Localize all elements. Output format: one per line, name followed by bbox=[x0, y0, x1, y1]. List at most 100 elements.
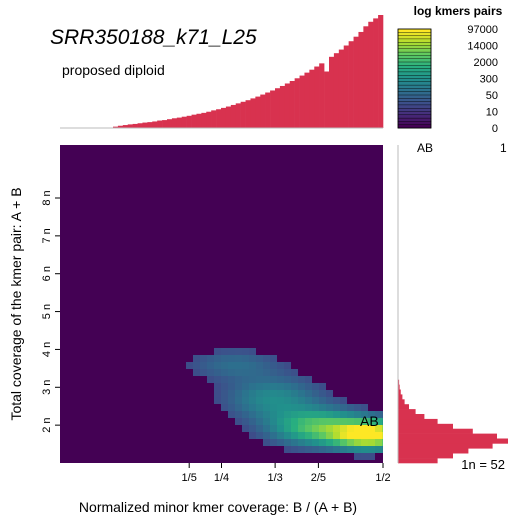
y-tick-label: 4 n bbox=[41, 342, 53, 357]
heatmap-cell bbox=[333, 439, 340, 446]
marginal-y-bar bbox=[398, 429, 473, 434]
heatmap-cell bbox=[221, 362, 228, 369]
marginal-x-bar bbox=[192, 115, 197, 128]
y-tick-label: 8 n bbox=[41, 190, 53, 205]
legend-swatch bbox=[398, 36, 431, 40]
heatmap-cell bbox=[312, 446, 319, 453]
heatmap-cell bbox=[228, 404, 235, 411]
heatmap-cell bbox=[235, 376, 242, 383]
heatmap-cell bbox=[284, 425, 291, 432]
heatmap-cell bbox=[249, 390, 256, 397]
marginal-x-bar bbox=[206, 112, 211, 128]
heatmap-cell bbox=[200, 362, 207, 369]
marginal-x-bar bbox=[157, 121, 162, 128]
legend-level-label: 97000 bbox=[467, 24, 498, 36]
heatmap-cell bbox=[228, 362, 235, 369]
heatmap-cell bbox=[270, 355, 277, 362]
heatmap-cell bbox=[256, 376, 263, 383]
heatmap-cell bbox=[249, 369, 256, 376]
marginal-x-bar bbox=[280, 86, 285, 128]
genotype-value-ab: 1 bbox=[500, 141, 507, 155]
heatmap-cell bbox=[326, 397, 333, 404]
heatmap-cell bbox=[207, 362, 214, 369]
heatmap-cell bbox=[319, 425, 326, 432]
heatmap-cell bbox=[312, 411, 319, 418]
marginal-x-bar bbox=[319, 63, 324, 128]
heatmap-cell bbox=[193, 355, 200, 362]
heatmap-cell bbox=[291, 397, 298, 404]
heatmap-cell bbox=[221, 397, 228, 404]
heatmap-cell bbox=[228, 376, 235, 383]
legend-level-label: 2000 bbox=[474, 57, 498, 69]
heatmap-cell bbox=[298, 404, 305, 411]
legend-swatch bbox=[398, 39, 431, 43]
marginal-x-bar bbox=[138, 123, 143, 128]
marginal-y-bar bbox=[398, 443, 493, 448]
marginal-x-bar bbox=[216, 109, 221, 128]
heatmap-cell bbox=[270, 383, 277, 390]
heatmap-cell bbox=[256, 418, 263, 425]
heatmap-cell bbox=[228, 369, 235, 376]
marginal-x-bar bbox=[142, 123, 147, 128]
legend-swatch bbox=[398, 108, 431, 112]
heatmap-cell bbox=[221, 355, 228, 362]
heatmap-cell bbox=[235, 369, 242, 376]
heatmap-cell bbox=[347, 446, 354, 453]
heatmap-cell bbox=[214, 397, 221, 404]
heatmap-cell bbox=[305, 439, 312, 446]
heatmap-cell bbox=[305, 425, 312, 432]
heatmap-cell bbox=[242, 348, 249, 355]
heatmap-cell bbox=[326, 425, 333, 432]
heatmap-cell bbox=[291, 432, 298, 439]
heatmap-cell bbox=[270, 404, 277, 411]
heatmap-cell bbox=[354, 432, 361, 439]
heatmap-cell bbox=[291, 369, 298, 376]
legend-swatch bbox=[398, 72, 431, 76]
heatmap-cell bbox=[382, 411, 383, 418]
heatmap-cell bbox=[312, 383, 319, 390]
heatmap-cell bbox=[270, 425, 277, 432]
marginal-x-bar bbox=[128, 124, 133, 128]
heatmap-cell bbox=[263, 362, 270, 369]
heatmap-cell bbox=[256, 411, 263, 418]
legend-swatch bbox=[398, 92, 431, 96]
marginal-y-bar bbox=[398, 414, 424, 419]
legend-level-label: 50 bbox=[486, 90, 498, 102]
heatmap-cell bbox=[263, 404, 270, 411]
heatmap-cell bbox=[228, 390, 235, 397]
marginal-x-bar bbox=[187, 116, 192, 128]
heatmap-cell bbox=[249, 425, 256, 432]
heatmap-cell bbox=[305, 397, 312, 404]
heatmap-cell bbox=[347, 439, 354, 446]
heatmap-cell bbox=[291, 425, 298, 432]
heatmap-cell bbox=[326, 432, 333, 439]
heatmap-cell bbox=[277, 425, 284, 432]
marginal-x-bar bbox=[275, 88, 280, 128]
heatmap-cell bbox=[284, 446, 291, 453]
heatmap-cell bbox=[333, 425, 340, 432]
heatmap-cell bbox=[221, 369, 228, 376]
heatmap-cell bbox=[235, 362, 242, 369]
heatmap-cell bbox=[207, 355, 214, 362]
legend-swatch bbox=[398, 65, 431, 69]
heatmap-cell bbox=[312, 439, 319, 446]
heatmap-cell bbox=[256, 397, 263, 404]
heatmap-cell bbox=[207, 369, 214, 376]
heatmap-cell bbox=[277, 376, 284, 383]
marginal-y-bar bbox=[398, 434, 497, 439]
heatmap-cell bbox=[368, 453, 375, 460]
marginal-x-bar bbox=[329, 57, 334, 128]
heatmap-cell bbox=[291, 404, 298, 411]
marginal-y-bar bbox=[398, 404, 409, 409]
marginal-x-bar bbox=[147, 122, 152, 128]
heatmap-cell bbox=[340, 425, 347, 432]
heatmap-cell bbox=[347, 425, 354, 432]
heatmap-cell bbox=[249, 404, 256, 411]
marginal-x-bar bbox=[196, 114, 201, 128]
marginal-x-bar bbox=[368, 22, 373, 128]
legend-colorbar: 97000 14000 2000 300 50 10 0 bbox=[398, 24, 498, 135]
heatmap-cell bbox=[200, 369, 207, 376]
heatmap-cell bbox=[340, 411, 347, 418]
heatmap-cell bbox=[340, 418, 347, 425]
